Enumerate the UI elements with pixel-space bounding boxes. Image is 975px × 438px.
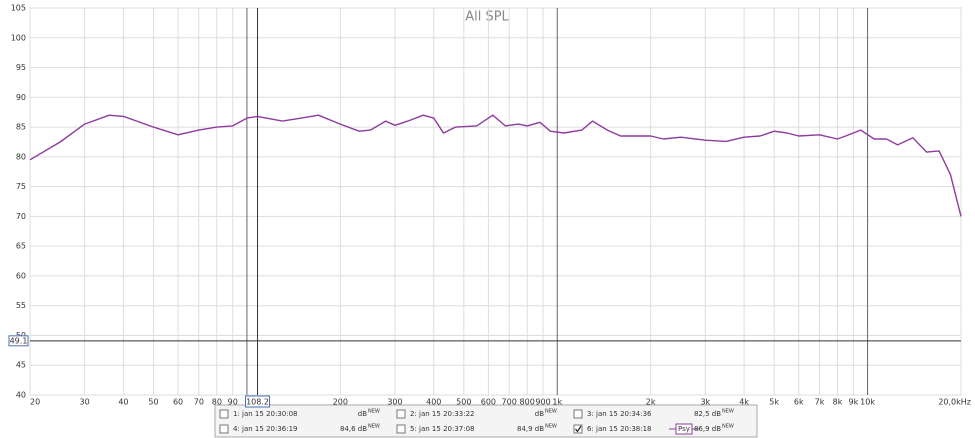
legend-tag: NEW <box>722 424 734 430</box>
x-tick-label: 300 <box>387 398 402 407</box>
legend-tag: NEW <box>368 424 380 430</box>
x-tick-label: 10k <box>860 398 875 407</box>
checkbox[interactable] <box>219 409 229 419</box>
plot-area <box>29 7 962 396</box>
x-tick-label: 5k <box>769 398 779 407</box>
x-tick-label: 60 <box>173 398 183 407</box>
cursor-y-label: 49.1 <box>10 336 28 345</box>
y-tick-label: 105 <box>11 4 26 13</box>
cursor-x-label: 108.2 <box>246 398 269 407</box>
legend-tag: NEW <box>545 424 557 430</box>
cursor-y-box <box>8 335 29 347</box>
y-tick-label: 75 <box>16 182 26 191</box>
legend-badge-text: Psy <box>678 425 690 433</box>
x-tick-label: 4k <box>739 398 749 407</box>
legend-tag: NEW <box>368 409 380 415</box>
legend-reading: 84,9 dB <box>517 425 544 433</box>
checkbox[interactable] <box>219 424 229 434</box>
checkbox[interactable] <box>396 424 406 434</box>
y-tick-label: 65 <box>16 242 26 251</box>
legend-name: 2: jan 15 20:33:22 <box>410 410 475 418</box>
y-tick-label: 40 <box>16 391 26 400</box>
series-line <box>29 114 962 217</box>
check-mark <box>575 425 582 433</box>
x-tick-label: 700 <box>502 398 517 407</box>
x-tick-label: 90 <box>228 398 238 407</box>
y-tick-label: 55 <box>16 301 26 310</box>
y-tick-label: 80 <box>16 152 26 161</box>
checkbox[interactable] <box>573 409 583 419</box>
checkbox[interactable] <box>396 409 406 419</box>
legend-panel <box>214 404 758 438</box>
x-tick-label: 9k <box>849 398 859 407</box>
legend-tag: NEW <box>722 409 734 415</box>
legend-badge <box>675 423 693 435</box>
x-tick-label: 2k <box>646 398 656 407</box>
x-tick-label: 30 <box>80 398 90 407</box>
legend-name: 3: jan 15 20:34:36 <box>587 410 652 418</box>
legend-tag: NEW <box>545 409 557 415</box>
x-tick-label: 40 <box>118 398 128 407</box>
legend-reading: 82,5 dB <box>694 410 721 418</box>
x-tick-label: 20,0kHz <box>938 398 971 407</box>
y-tick-label: 95 <box>16 63 26 72</box>
y-tick-label: 90 <box>16 93 26 102</box>
legend-name: 6: jan 15 20:38:18 <box>587 425 652 433</box>
x-tick-label: 800 <box>520 398 535 407</box>
y-tick-label: 85 <box>16 123 26 132</box>
x-tick-label: 20 <box>30 398 40 407</box>
legend-reading: dB <box>535 410 544 418</box>
x-tick-label: 6k <box>794 398 804 407</box>
x-tick-label: 70 <box>194 398 204 407</box>
x-tick-label: 8k <box>833 398 843 407</box>
legend-name: 4: jan 15 20:36:19 <box>233 425 298 433</box>
chart-title: All SPL <box>465 10 509 25</box>
x-tick-label: 3k <box>700 398 710 407</box>
x-tick-label: 80 <box>212 398 222 407</box>
y-tick-label: 100 <box>11 33 26 42</box>
x-tick-label: 500 <box>456 398 471 407</box>
y-tick-label: 70 <box>16 212 26 221</box>
x-tick-label: 400 <box>426 398 441 407</box>
y-tick-label: 60 <box>16 271 26 280</box>
legend-name: 1: jan 15 20:30:08 <box>233 410 298 418</box>
legend-reading: 86,9 dB <box>694 425 721 433</box>
x-tick-label: 900 <box>535 398 550 407</box>
x-tick-label: 200 <box>333 398 348 407</box>
x-tick-label: 1k <box>552 398 562 407</box>
legend-reading: 84,6 dB <box>340 425 367 433</box>
y-tick-label: 45 <box>16 361 26 370</box>
x-tick-label: 600 <box>481 398 496 407</box>
x-tick-label: 50 <box>148 398 158 407</box>
x-tick-label: 7k <box>815 398 825 407</box>
checkbox[interactable] <box>573 424 583 434</box>
legend-name: 5: jan 15 20:37:08 <box>410 425 475 433</box>
cursor-x-box <box>245 395 271 408</box>
legend-reading: dB <box>358 410 367 418</box>
